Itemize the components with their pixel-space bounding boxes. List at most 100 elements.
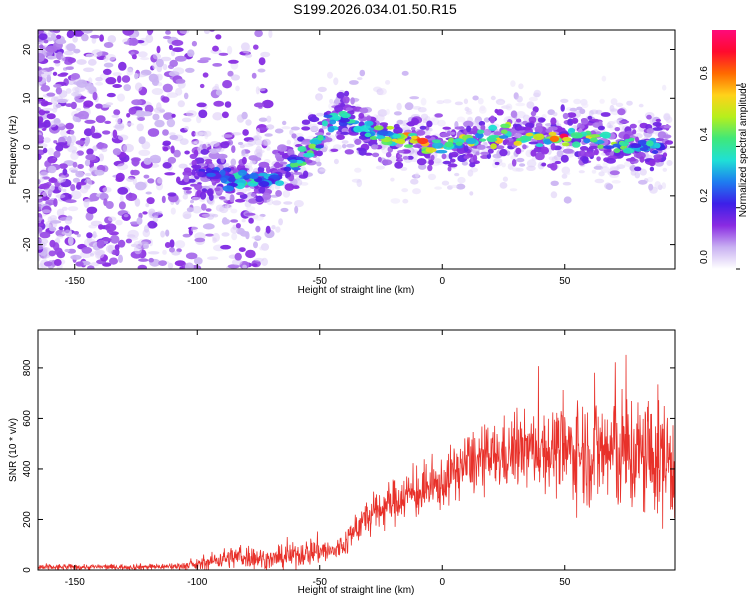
heatmap-y-axis-label: Frequency (Hz) [8, 116, 19, 185]
heatmap-cell [70, 73, 81, 80]
heatmap-cell [244, 212, 256, 216]
heatmap-cell [62, 188, 67, 192]
heatmap-cell [262, 192, 272, 200]
heatmap-cell [316, 161, 322, 167]
heatmap-cell [403, 144, 414, 148]
heatmap-cell [368, 127, 375, 131]
heatmap-cell [179, 30, 190, 34]
heatmap-cell [244, 53, 253, 58]
heatmap-cell [63, 50, 74, 56]
heatmap-cell [342, 96, 350, 104]
heatmap-cell [533, 92, 540, 98]
heatmap-cell [522, 144, 527, 150]
heatmap-cell [189, 153, 197, 159]
heatmap-cell [472, 154, 478, 162]
heatmap-x-tick-label: 50 [559, 276, 571, 287]
heatmap-cell [411, 135, 418, 140]
heatmap-cell [300, 141, 312, 145]
heatmap-cell [314, 132, 325, 136]
heatmap-cell [135, 181, 147, 191]
heatmap-y-ticks: -20 -10 0 10 20 [22, 44, 675, 252]
heatmap-cell [227, 45, 233, 55]
heatmap-cell [550, 143, 556, 151]
heatmap-cell [147, 220, 158, 229]
heatmap-cell [76, 181, 87, 186]
heatmap-cell [401, 70, 409, 76]
heatmap-cell [513, 140, 522, 146]
heatmap-cell [199, 57, 212, 61]
heatmap-cell [364, 132, 372, 138]
heatmap-cell [183, 167, 192, 173]
heatmap-cell [59, 175, 67, 183]
heatmap-cell [548, 126, 558, 131]
heatmap-cell [293, 171, 303, 175]
heatmap-cell [638, 179, 648, 185]
heatmap-cell [662, 167, 668, 172]
heatmap-cell [90, 252, 94, 257]
heatmap-cell [455, 141, 463, 146]
heatmap-cell [601, 75, 607, 82]
heatmap-cell [74, 86, 86, 93]
heatmap-cell [353, 125, 363, 133]
heatmap-x-tick-label: -150 [65, 276, 85, 287]
heatmap-cell [632, 129, 637, 135]
heatmap-cell [38, 196, 43, 199]
heatmap-cell [255, 195, 264, 203]
heatmap-cell [639, 168, 647, 176]
heatmap-cell [216, 153, 228, 160]
heatmap-cell [203, 30, 211, 35]
heatmap-cell [59, 217, 71, 221]
heatmap-cell [258, 117, 268, 122]
heatmap-cell [58, 163, 68, 169]
heatmap-cell [550, 117, 557, 125]
heatmap-cell [137, 264, 147, 269]
heatmap-cell [500, 123, 510, 129]
heatmap-cell [510, 80, 516, 87]
heatmap-cell [194, 131, 204, 137]
heatmap-cell [510, 110, 518, 118]
heatmap-cell [598, 171, 605, 177]
heatmap-cell [311, 114, 317, 122]
heatmap-cell [188, 178, 196, 183]
heatmap-cell [639, 147, 649, 152]
heatmap-cell [191, 130, 196, 137]
heatmap-cell [199, 83, 205, 89]
heatmap-cell [137, 51, 148, 58]
heatmap-cell [626, 100, 633, 106]
heatmap-cell [366, 115, 372, 121]
heatmap-cell [70, 101, 77, 110]
heatmap-cell [162, 249, 167, 255]
heatmap-cell [239, 144, 245, 149]
heatmap-cell [255, 86, 260, 95]
heatmap-cell [478, 138, 487, 142]
heatmap-cell [167, 262, 174, 269]
heatmap-cell [562, 148, 574, 154]
heatmap-cell [53, 150, 61, 158]
heatmap-cell [109, 234, 120, 244]
heatmap-cell [156, 210, 163, 215]
heatmap-cell [149, 154, 161, 164]
heatmap-cell [648, 183, 654, 191]
heatmap-x-axis-label: Height of straight line (km) [298, 285, 415, 296]
heatmap-cell [103, 62, 114, 68]
heatmap-cell [251, 263, 258, 267]
heatmap-cell [447, 166, 452, 172]
heatmap-cell [136, 123, 144, 132]
heatmap-cell [76, 233, 81, 238]
heatmap-cell [66, 135, 72, 145]
heatmap-cell [42, 107, 54, 112]
heatmap-cell [75, 140, 86, 146]
heatmap-y-tick-label: 20 [22, 44, 33, 56]
heatmap-cell [168, 132, 176, 136]
heatmap-cell [83, 100, 94, 108]
heatmap-cell [125, 193, 138, 201]
heatmap-cell [224, 101, 232, 108]
heatmap-cell [393, 111, 402, 116]
heatmap-cell [234, 252, 242, 261]
heatmap-cell [402, 198, 409, 204]
heatmap-cell [123, 214, 129, 218]
heatmap-cell [344, 149, 354, 155]
heatmap-cell [95, 115, 106, 123]
colorbar [712, 30, 736, 269]
heatmap-cell [259, 246, 265, 251]
